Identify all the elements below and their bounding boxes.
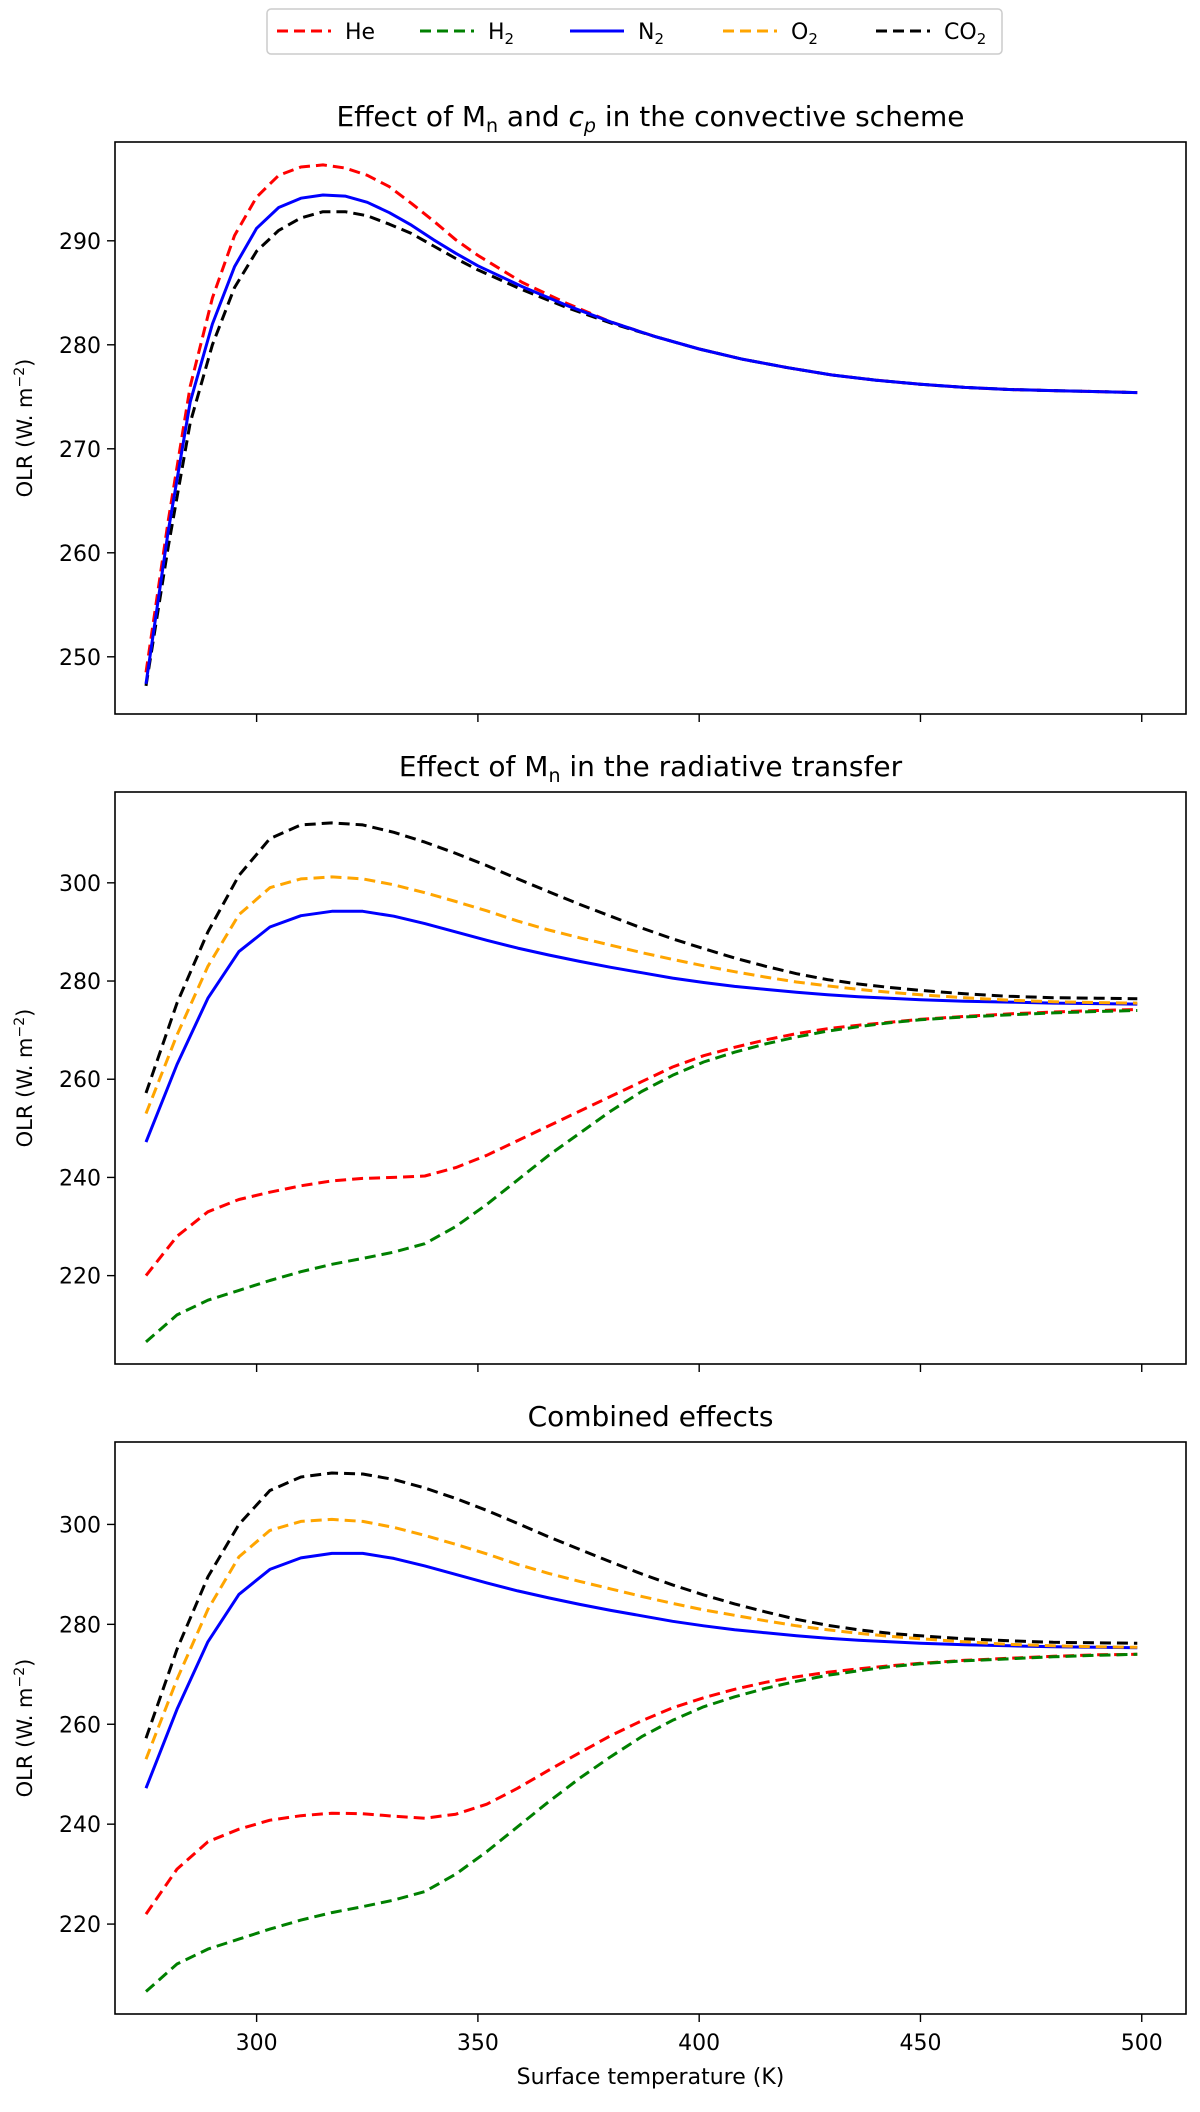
series-group (144, 163, 1138, 687)
series-line-N2 (144, 909, 1138, 1143)
chart-panel-2: Effect of Mn in the radiative transfer 22… (12, 750, 1187, 1372)
y-tick-label: 260 (59, 542, 101, 567)
series-group (144, 821, 1138, 1344)
series-group (144, 1471, 1138, 1993)
legend-frame (266, 8, 1003, 55)
legend-label: O2 (791, 20, 818, 48)
y-tick-label: 250 (59, 646, 101, 671)
series-line-O2 (144, 1517, 1138, 1760)
y-tick-label: 280 (59, 1613, 101, 1638)
plot-frame (114, 1441, 1187, 2015)
x-tick-label: 450 (899, 2031, 941, 2056)
legend-entry: H2 (420, 20, 514, 48)
legend-entry: O2 (723, 20, 818, 48)
y-tick-label: 260 (59, 1068, 101, 1093)
x-tick-label: 300 (236, 2031, 278, 2056)
legend-entry: CO2 (876, 20, 986, 48)
series-line-N2 (144, 1551, 1138, 1789)
series-line-H2 (145, 1652, 1138, 1993)
chart-panel-3: Combined effects 300 350 400 450 500 220 240 260… (12, 1400, 1187, 2090)
chart-panel-1: Effect of Mn and cp in the convective sc… (12, 100, 1187, 722)
y-tick-label: 280 (59, 334, 101, 359)
series-line-O2 (144, 875, 1138, 1115)
plot-frame (114, 791, 1187, 1365)
series-line-N2 (144, 193, 1138, 685)
chart-title: Combined effects (528, 1400, 774, 1433)
x-tick-label: 500 (1121, 2031, 1163, 2056)
series-line-He (144, 1652, 1138, 1915)
x-tick-label: 400 (678, 2031, 720, 2056)
legend-label: He (345, 20, 375, 45)
y-tick-label: 300 (59, 1513, 101, 1538)
y-tick-label: 280 (59, 970, 101, 995)
legend-entry: N2 (570, 20, 664, 48)
y-tick-label: 240 (59, 1166, 101, 1191)
chart-panels: Effect of Mn and cp in the convective sc… (12, 100, 1187, 2090)
y-tick-label: 290 (59, 230, 101, 255)
y-tick-label: 270 (59, 438, 101, 463)
series-line-CO2 (144, 210, 1138, 687)
series-line-H2 (145, 1009, 1138, 1344)
series-line-CO2 (144, 821, 1138, 1094)
y-axis-label: OLR (W. m−2) (12, 1659, 37, 1798)
series-line-CO2 (144, 1471, 1138, 1739)
x-axis-label: Surface temperature (K) (517, 2065, 785, 2090)
y-axis-label: OLR (W. m−2) (12, 1009, 37, 1148)
chart-title: Effect of Mn and cp in the convective sc… (336, 100, 964, 137)
x-tick-label: 350 (457, 2031, 499, 2056)
legend-label: H2 (488, 20, 514, 48)
series-line-He (144, 1008, 1138, 1277)
y-tick-label: 260 (59, 1713, 101, 1738)
legend: He H2 N2 O2 CO2 (266, 8, 1003, 55)
legend-label: N2 (638, 20, 664, 48)
y-tick-label: 220 (59, 1913, 101, 1938)
legend-label: CO2 (944, 20, 986, 48)
y-tick-label: 240 (59, 1813, 101, 1838)
legend-entry: He (277, 20, 375, 45)
plot-frame (114, 141, 1187, 715)
series-line-He (144, 163, 1138, 673)
chart-title: Effect of Mn in the radiative transfer (399, 750, 903, 787)
y-axis-label: OLR (W. m−2) (12, 359, 37, 498)
y-tick-label: 220 (59, 1265, 101, 1290)
y-tick-label: 300 (59, 872, 101, 897)
